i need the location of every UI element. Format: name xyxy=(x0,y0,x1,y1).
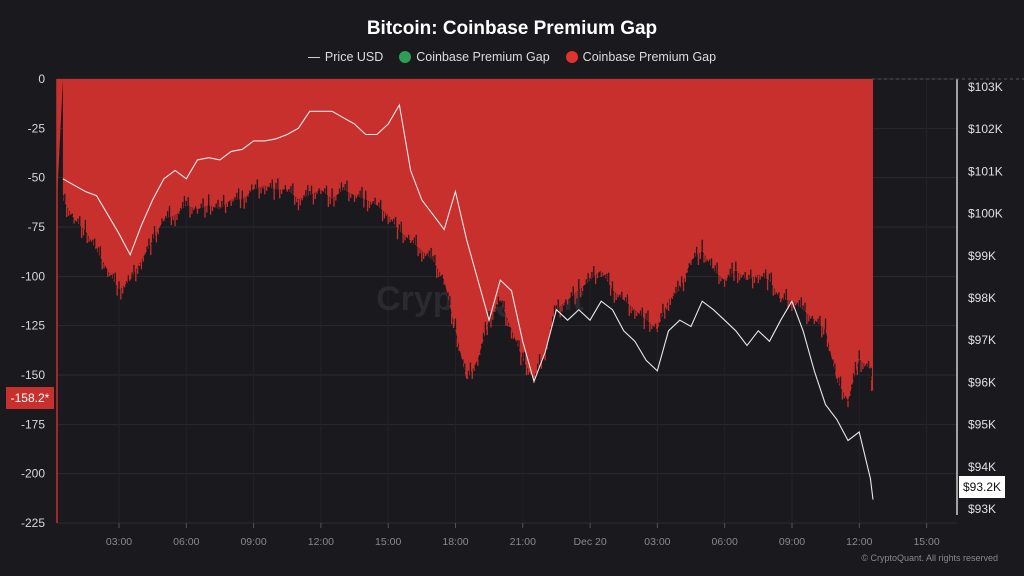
y-right-tick-label: $93K xyxy=(968,502,996,516)
copyright: © CryptoQuant. All rights reserved xyxy=(861,553,998,563)
current-price-badge xyxy=(959,476,1005,498)
y-left-tick-label: -175 xyxy=(21,417,45,431)
x-tick-label: 15:00 xyxy=(375,536,401,548)
price-line xyxy=(62,103,874,500)
x-tick-label: 06:00 xyxy=(173,536,199,548)
x-tick-label: 21:00 xyxy=(510,536,536,548)
y-right-tick-label: $103K xyxy=(968,80,1003,94)
x-tick-label: Dec 20 xyxy=(573,536,606,548)
x-tick-label: 06:00 xyxy=(712,536,738,548)
legend-item-price[interactable]: Price USD xyxy=(307,50,384,64)
y-left-tick-label: -75 xyxy=(28,220,46,234)
y-right-tick-label: $97K xyxy=(968,333,996,347)
y-left-tick-label: -50 xyxy=(28,171,46,185)
y-right-tick-label: $101K xyxy=(968,164,1003,178)
x-tick-label: 09:00 xyxy=(779,536,805,548)
chart-title: Bitcoin: Coinbase Premium Gap xyxy=(366,18,658,39)
x-tick-label: 03:00 xyxy=(644,536,670,548)
legend-label: Coinbase Premium Gap xyxy=(416,50,550,64)
x-tick-label: 12:00 xyxy=(846,536,872,548)
y-right-tick-label: $100K xyxy=(968,207,1003,221)
legend-label: Coinbase Premium Gap xyxy=(582,50,717,64)
y-right-tick-label: $98K xyxy=(968,291,996,305)
y-right-tick-label: $102K xyxy=(968,122,1003,136)
y-right-tick-label: $99K xyxy=(968,249,996,263)
y-left-tick-label: 0 xyxy=(38,72,45,86)
y-left-tick-label: -125 xyxy=(21,319,45,333)
y-left-tick-label: -150 xyxy=(21,368,45,382)
premium-gap-area xyxy=(57,79,874,401)
current-gap-badge xyxy=(6,387,54,409)
x-tick-label: 15:00 xyxy=(913,536,939,548)
current-price-label: $93.2K xyxy=(963,480,1001,494)
y-left-tick-label: -200 xyxy=(21,467,45,481)
x-tick-label: 09:00 xyxy=(240,536,266,548)
x-tick-label: 18:00 xyxy=(442,536,468,548)
red-dot-icon xyxy=(565,51,578,63)
x-tick-label: 03:00 xyxy=(106,536,132,548)
x-tick-label: 12:00 xyxy=(308,536,334,548)
y-left-tick-label: -25 xyxy=(28,121,46,135)
legend-item-gap-positive[interactable]: Coinbase Premium Gap xyxy=(399,50,550,64)
y-right-tick-label: $95K xyxy=(968,418,996,432)
legend-item-gap-negative[interactable]: Coinbase Premium Gap xyxy=(565,50,717,64)
y-right-tick-label: $94K xyxy=(968,460,996,474)
legend: Price USD Coinbase Premium Gap Coinbase … xyxy=(0,50,1024,64)
y-right-tick-label: $96K xyxy=(968,375,996,389)
current-gap-label: -158.2* xyxy=(11,391,50,405)
y-left-tick-label: -225 xyxy=(21,516,45,530)
legend-label: Price USD xyxy=(324,50,384,64)
y-left-tick-label: -100 xyxy=(21,269,45,283)
line-marker-icon xyxy=(307,56,320,58)
green-dot-icon xyxy=(399,51,412,63)
